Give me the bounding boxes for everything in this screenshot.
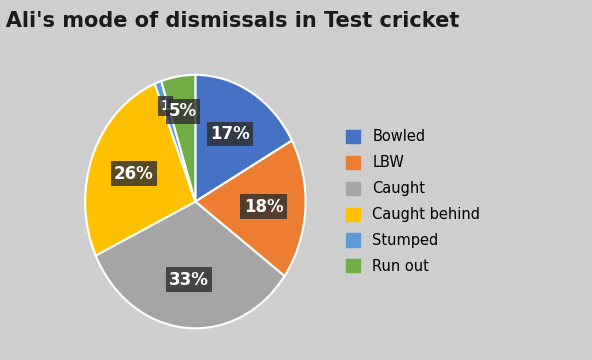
Title: Azhar Ali's mode of dismissals in Test cricket: Azhar Ali's mode of dismissals in Test c… — [0, 10, 459, 31]
Wedge shape — [96, 202, 285, 328]
Legend: Bowled, LBW, Caught, Caught behind, Stumped, Run out: Bowled, LBW, Caught, Caught behind, Stum… — [346, 129, 480, 274]
Wedge shape — [85, 84, 195, 256]
Text: 1: 1 — [160, 99, 170, 113]
Wedge shape — [195, 140, 305, 276]
Text: 18%: 18% — [244, 198, 284, 216]
Wedge shape — [155, 81, 195, 202]
Text: 33%: 33% — [169, 271, 209, 289]
Text: 5%: 5% — [169, 103, 197, 121]
Wedge shape — [161, 75, 195, 202]
Wedge shape — [195, 75, 292, 202]
Text: 17%: 17% — [210, 125, 250, 143]
Text: 26%: 26% — [114, 165, 154, 183]
